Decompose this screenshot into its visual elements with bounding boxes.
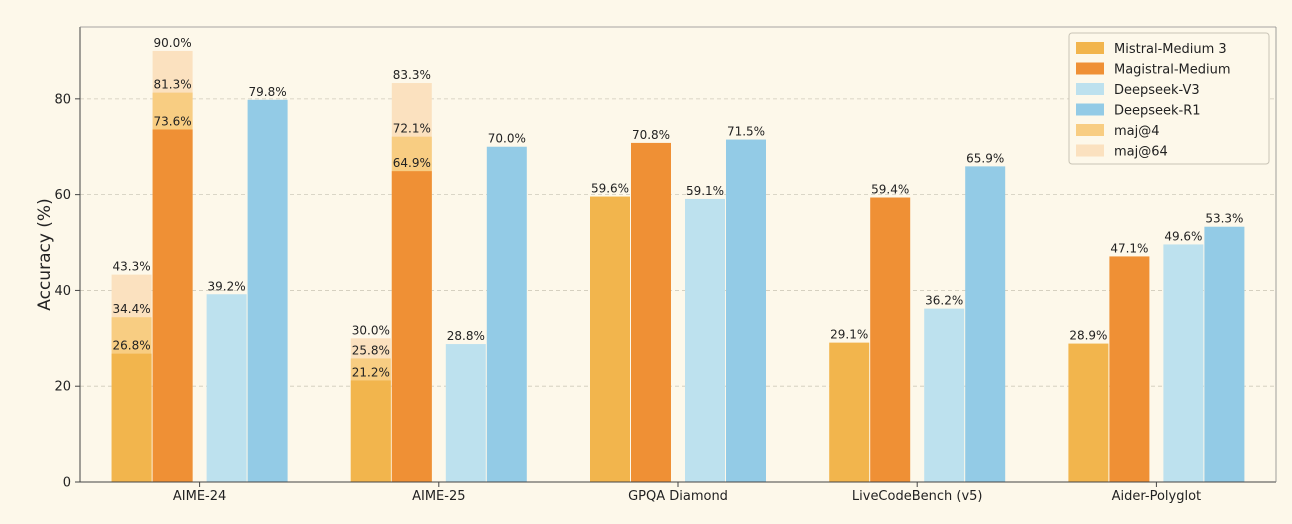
legend: Mistral-Medium 3 Magistral-Medium Deepseek… xyxy=(1068,32,1270,165)
y-tick-label: 80 xyxy=(54,92,71,107)
bar-value-label: 39.2% xyxy=(208,279,246,293)
legend-label: maj@4 xyxy=(1114,124,1160,139)
bar-value-label: 28.8% xyxy=(447,329,485,343)
bar xyxy=(486,146,527,482)
bar xyxy=(726,139,766,483)
bar-value-label: 59.4% xyxy=(871,183,909,197)
legend-swatch xyxy=(1076,103,1104,116)
bar xyxy=(685,198,725,482)
bar-value-label: 79.8% xyxy=(249,85,287,99)
y-tick-label: 60 xyxy=(54,188,71,203)
bar xyxy=(1109,256,1150,482)
axes: 0 20 40 60 80 AIME-24 AIME-25 GPQA Diamond LiveC… xyxy=(35,26,1277,504)
overlay-value-label: 83.3% xyxy=(393,68,431,82)
bar-value-label: 59.6% xyxy=(591,182,629,196)
y-tick-label: 40 xyxy=(54,284,71,299)
legend-swatch xyxy=(1076,124,1104,136)
overlay-value-label: 72.1% xyxy=(393,122,431,136)
bar xyxy=(1068,343,1109,482)
bar xyxy=(206,294,247,482)
legend-swatch xyxy=(1076,144,1104,157)
overlay-value-label: 90.0% xyxy=(154,36,192,50)
y-tick-label: 0 xyxy=(63,476,71,491)
x-tick-label: LiveCodeBench (v5) xyxy=(852,489,983,504)
bar xyxy=(152,129,193,482)
bar-value-label: 47.1% xyxy=(1110,241,1148,255)
bar xyxy=(1204,226,1245,482)
bar-value-label: 65.9% xyxy=(966,151,1004,165)
legend-label: Deepseek-R1 xyxy=(1114,104,1201,119)
bar xyxy=(247,99,288,483)
legend-swatch xyxy=(1076,62,1104,75)
bar-value-label: 53.3% xyxy=(1205,212,1243,226)
bar xyxy=(631,142,671,482)
overlay-value-label: 25.8% xyxy=(352,343,390,357)
legend-swatch xyxy=(1076,42,1104,54)
bar-value-label: 64.9% xyxy=(393,156,431,170)
bar xyxy=(829,342,870,482)
legend-swatch xyxy=(1076,83,1104,95)
bar xyxy=(111,353,152,482)
legend-box xyxy=(1068,32,1270,165)
bar xyxy=(1163,244,1204,482)
bars xyxy=(111,99,1245,483)
legend-label: Deepseek-V3 xyxy=(1114,83,1200,98)
legend-label: maj@64 xyxy=(1114,145,1168,160)
legend-label: Magistral-Medium xyxy=(1114,63,1231,78)
bar-value-label: 49.6% xyxy=(1164,229,1202,243)
x-tick-label: Aider-Polyglot xyxy=(1112,489,1202,504)
overlay-value-label: 81.3% xyxy=(154,78,192,92)
overlay-value-label: 30.0% xyxy=(352,323,390,337)
y-axis-title: Accuracy (%) xyxy=(35,198,55,310)
bar xyxy=(870,197,911,483)
bar-value-label: 73.6% xyxy=(154,114,192,128)
bar-value-label: 21.2% xyxy=(352,365,390,379)
bar-value-label: 71.5% xyxy=(727,125,765,139)
bar xyxy=(445,344,486,482)
bar xyxy=(350,380,391,482)
bar xyxy=(965,166,1006,482)
bar-value-labels: 26.8% 21.2% 59.6% 29.1% 28.9% 73.6% 64.9% 70.8%… xyxy=(113,36,1244,380)
bar-value-label: 29.1% xyxy=(830,328,868,342)
bar-value-label: 36.2% xyxy=(925,294,963,308)
overlay-value-label: 43.3% xyxy=(113,260,151,274)
x-tick-label: AIME-25 xyxy=(412,489,465,504)
bar xyxy=(924,308,965,482)
y-tick-label: 20 xyxy=(54,380,71,395)
bar xyxy=(590,196,630,482)
x-tick-label: AIME-24 xyxy=(173,489,226,504)
bar-value-label: 59.1% xyxy=(686,184,724,198)
legend-label: Mistral-Medium 3 xyxy=(1114,42,1227,57)
bar-value-label: 28.9% xyxy=(1069,329,1107,343)
overlay-value-label: 34.4% xyxy=(113,302,151,316)
bar-value-label: 70.8% xyxy=(632,128,670,142)
bar-value-label: 26.8% xyxy=(113,339,151,353)
bar xyxy=(391,171,432,483)
x-tick-label: GPQA Diamond xyxy=(628,489,728,504)
bar-value-label: 70.0% xyxy=(488,132,526,146)
